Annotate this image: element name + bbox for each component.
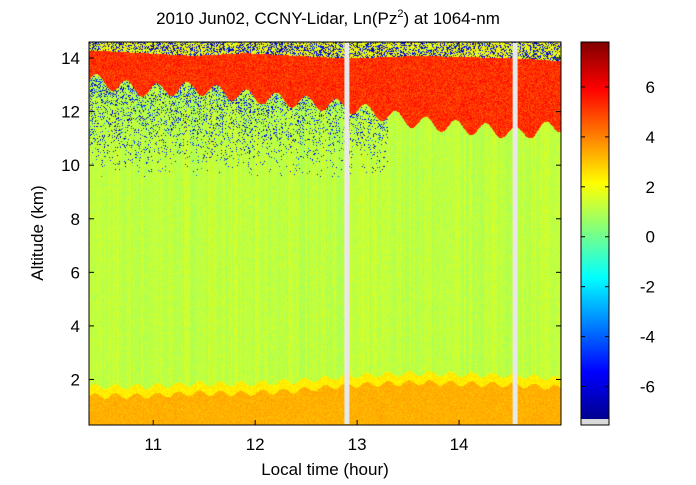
y-axis-ticks: 2 4 6 8 10 12 14 bbox=[61, 49, 561, 389]
y-axis-label: Altitude (km) bbox=[28, 185, 47, 280]
colorbar: -6 -4 -2 0 2 4 6 bbox=[580, 41, 655, 426]
colorbar-tick-label: 0 bbox=[646, 228, 655, 247]
y-tick-label: 12 bbox=[61, 103, 80, 122]
x-axis-ticks: 11 12 13 14 bbox=[144, 42, 469, 454]
plot-frame bbox=[88, 41, 562, 426]
colorbar-tick-label: 2 bbox=[646, 178, 655, 197]
x-tick-label: 11 bbox=[144, 435, 162, 454]
colorbar-tick-label: -6 bbox=[640, 378, 655, 397]
chart-title: 2010 Jun02, CCNY-Lidar, Ln(Pz2) at 1064-… bbox=[156, 8, 500, 28]
y-tick-label: 6 bbox=[71, 263, 80, 282]
x-tick-label: 12 bbox=[246, 435, 265, 454]
colorbar-frame bbox=[580, 41, 610, 426]
backscatter-heatmap bbox=[89, 42, 561, 425]
data-gaps bbox=[344, 43, 518, 424]
data-gap-column bbox=[512, 43, 518, 424]
y-tick-label: 8 bbox=[71, 210, 80, 229]
y-tick-label: 14 bbox=[61, 49, 80, 68]
colorbar-tick-label: 4 bbox=[646, 128, 655, 147]
colorbar-tick-label: -4 bbox=[640, 328, 655, 347]
y-tick-label: 2 bbox=[71, 370, 80, 389]
colorbar-tick-label: 6 bbox=[646, 78, 655, 97]
colorbar-nodata-cell bbox=[581, 419, 609, 425]
heatmap-plot-area: 11 12 13 14 2 4 6 8 10 12 14 bbox=[61, 41, 562, 454]
x-tick-label: 14 bbox=[450, 435, 469, 454]
x-axis-label: Local time (hour) bbox=[261, 460, 389, 479]
colorbar-ticks: -6 -4 -2 0 2 4 6 bbox=[581, 78, 655, 397]
y-tick-label: 4 bbox=[71, 317, 80, 336]
data-gap-column bbox=[344, 43, 350, 424]
x-tick-label: 13 bbox=[348, 435, 367, 454]
colorbar-gradient bbox=[581, 42, 609, 419]
y-tick-label: 10 bbox=[61, 156, 80, 175]
colorbar-tick-label: -2 bbox=[640, 278, 655, 297]
